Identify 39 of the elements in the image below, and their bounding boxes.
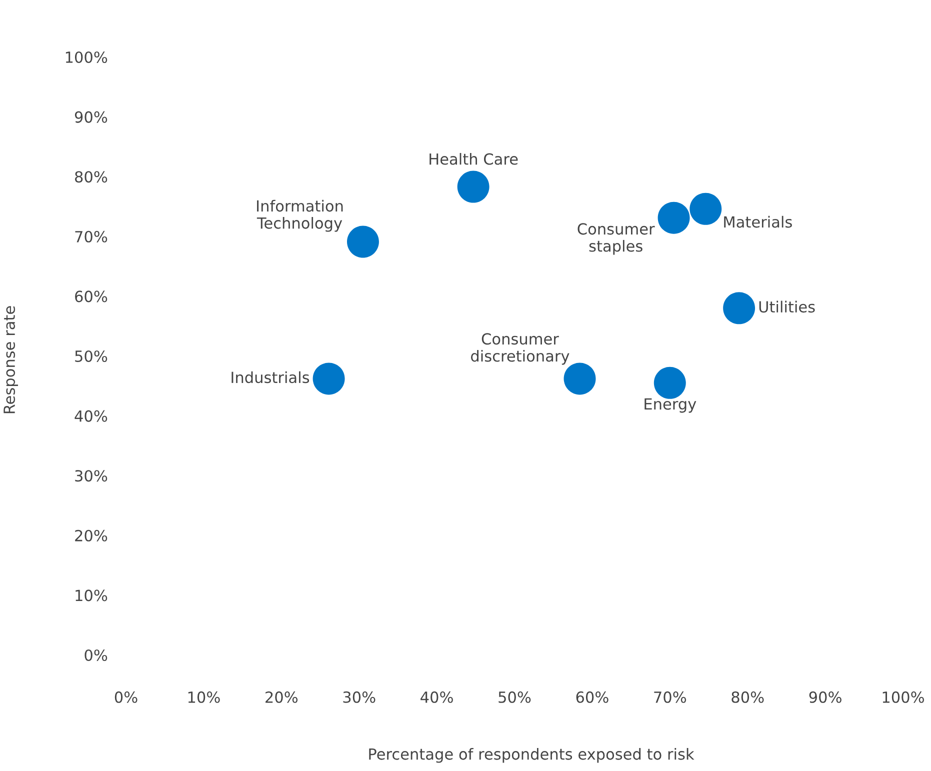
- y-tick-label: 20%: [75, 530, 108, 542]
- x-tick-label: 50%: [498, 691, 531, 703]
- annotation: Industrials: [232, 371, 310, 384]
- point: [457, 170, 490, 203]
- x-tick-label: 0%: [114, 691, 138, 703]
- point: [654, 366, 686, 399]
- y-tick-label: 10%: [76, 590, 108, 602]
- y-tick-label: 80%: [75, 171, 108, 183]
- x-tick-label: 70%: [654, 691, 686, 703]
- annotation: Consumer staples: [578, 223, 655, 255]
- x-tick-label: 60%: [576, 691, 608, 703]
- y-tick-label: 30%: [75, 470, 108, 482]
- point: [658, 202, 690, 234]
- point: [346, 226, 379, 258]
- y-tick-label: 70%: [75, 230, 108, 242]
- annotation: Materials: [724, 216, 792, 228]
- y-tick-label: 90%: [74, 111, 108, 123]
- x-tick-label: 90%: [809, 691, 842, 703]
- x-tick-label: 40%: [420, 691, 453, 703]
- y-tick-label: 100%: [66, 51, 108, 64]
- annotation: Consumer discretionary: [471, 333, 570, 365]
- annotation: Energy: [644, 398, 696, 413]
- point: [312, 362, 345, 395]
- y-tick-label: 0%: [84, 649, 108, 662]
- x-tick-label: 80%: [732, 691, 764, 703]
- point: [723, 292, 756, 324]
- y-axis-title: Response rate: [4, 306, 18, 414]
- x-tick-label: 10%: [188, 691, 220, 703]
- point: [690, 192, 722, 225]
- annotation: Information Technology: [256, 200, 343, 232]
- y-tick-label: 60%: [75, 290, 108, 302]
- y-tick-label: 50%: [75, 350, 108, 362]
- annotation: Utilities: [759, 300, 815, 313]
- x-axis-title: Percentage of respondents exposed to risk: [369, 748, 694, 763]
- x-tick-label: 30%: [343, 691, 376, 703]
- x-tick-label: 100%: [882, 691, 924, 703]
- x-tick-label: 20%: [266, 691, 298, 703]
- annotation: Health Care: [430, 152, 518, 165]
- y-tick-label: 40%: [74, 410, 108, 422]
